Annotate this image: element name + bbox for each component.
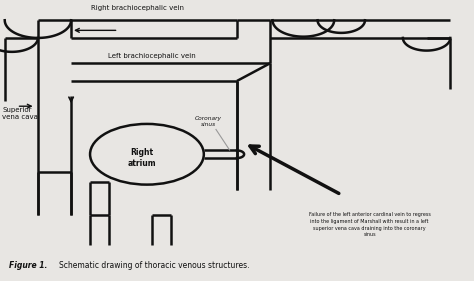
Text: Right brachiocephalic vein: Right brachiocephalic vein (91, 4, 184, 11)
Text: Right
atrium: Right atrium (128, 148, 156, 168)
Text: Coronary
sinus: Coronary sinus (195, 116, 222, 127)
Text: Schematic drawing of thoracic venous structures.: Schematic drawing of thoracic venous str… (59, 261, 249, 270)
Text: Left brachiocephalic vein: Left brachiocephalic vein (108, 53, 196, 59)
Text: Superior
vena cava: Superior vena cava (2, 107, 38, 120)
Text: Figure 1.: Figure 1. (9, 261, 48, 270)
Text: Failure of the left anterior cardinal vein to regress
into the ligament of Marsh: Failure of the left anterior cardinal ve… (309, 212, 431, 237)
